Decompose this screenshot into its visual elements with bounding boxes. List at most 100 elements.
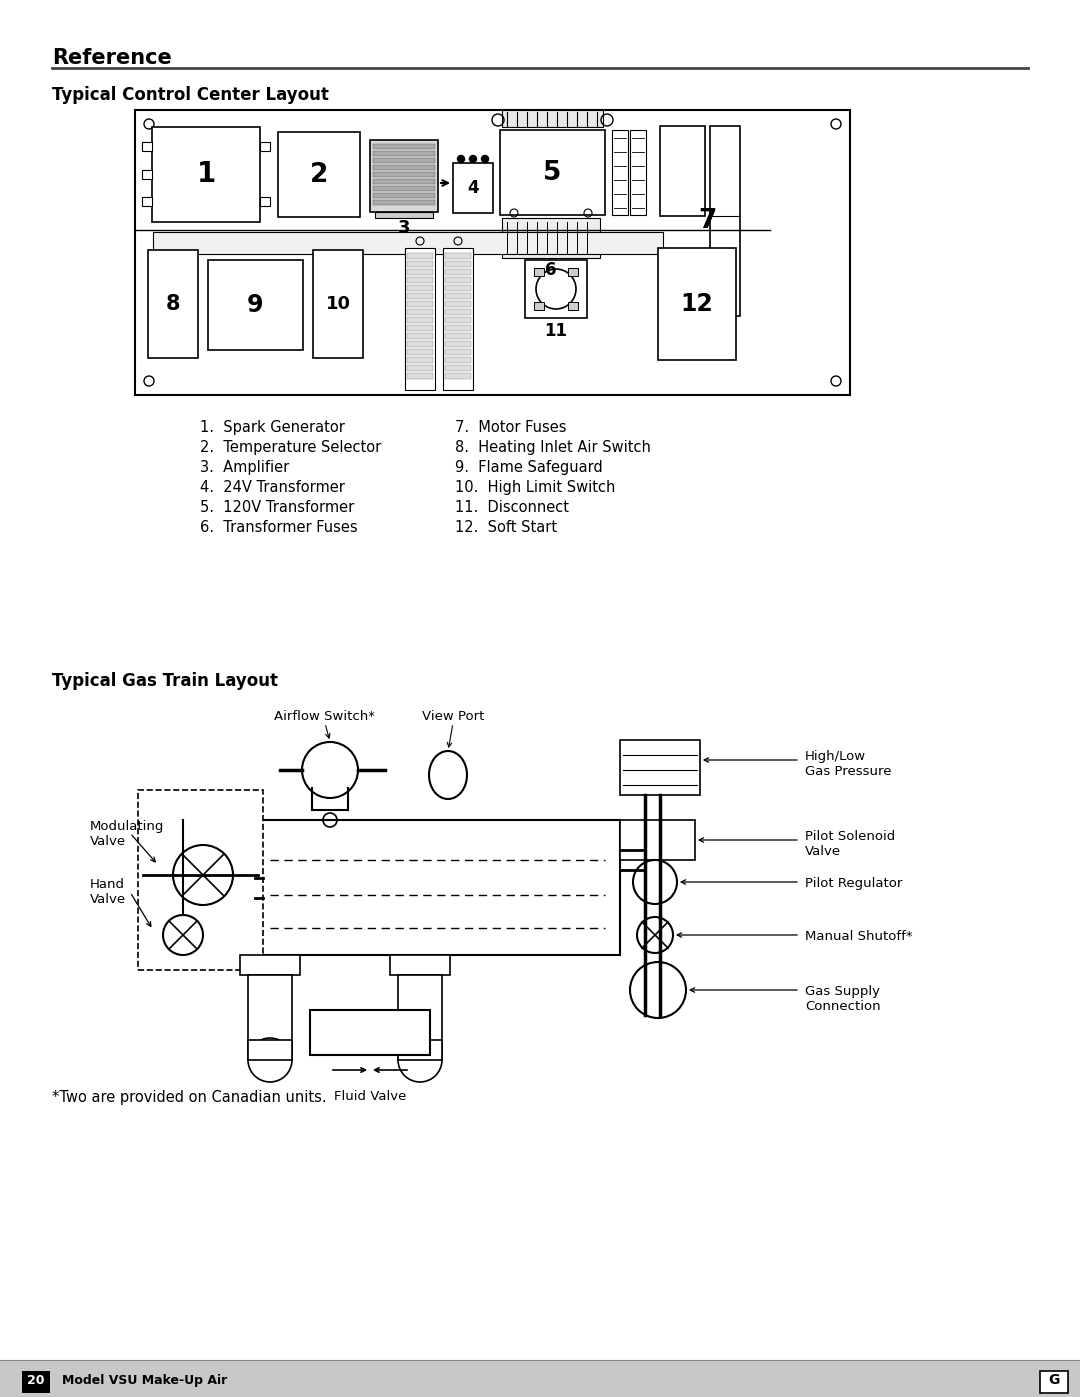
Bar [445, 349, 471, 355]
Text: 20: 20 [27, 1375, 44, 1387]
Bar [148, 250, 198, 358]
Bar [260, 197, 270, 205]
Bar [370, 140, 438, 212]
Text: High/Low
Gas Pressure: High/Low Gas Pressure [805, 750, 891, 778]
Bar [445, 309, 471, 314]
Bar [445, 261, 471, 267]
Text: *Two are provided on Canadian units.: *Two are provided on Canadian units. [52, 1090, 326, 1105]
Bar [407, 358, 433, 363]
Bar [445, 277, 471, 284]
Bar [141, 197, 152, 205]
Bar [612, 130, 627, 215]
Bar [407, 332, 433, 339]
Bar [534, 302, 544, 310]
Circle shape [458, 155, 464, 162]
Bar [138, 789, 264, 970]
Text: 5: 5 [543, 159, 562, 186]
Bar [373, 179, 435, 184]
Text: Manual Shutoff*: Manual Shutoff* [805, 930, 913, 943]
Bar [568, 302, 578, 310]
Bar [22, 1370, 50, 1393]
Bar [373, 151, 435, 156]
Bar [141, 142, 152, 151]
Bar [278, 131, 360, 217]
Bar [141, 170, 152, 179]
Text: 6: 6 [545, 261, 557, 279]
Text: 7.  Motor Fuses: 7. Motor Fuses [455, 420, 567, 434]
Bar [710, 126, 740, 316]
Text: 12: 12 [680, 292, 714, 316]
Bar [407, 349, 433, 355]
Text: 7: 7 [699, 208, 717, 235]
Bar [390, 956, 450, 975]
Text: Typical Control Center Layout: Typical Control Center Layout [52, 87, 329, 103]
Text: 8: 8 [165, 293, 180, 314]
Text: 8.  Heating Inlet Air Switch: 8. Heating Inlet Air Switch [455, 440, 651, 455]
Text: 4: 4 [468, 179, 478, 197]
Text: Typical Gas Train Layout: Typical Gas Train Layout [52, 672, 278, 690]
Bar [260, 142, 270, 151]
Bar [525, 260, 588, 319]
Text: Fluid Valve: Fluid Valve [334, 1090, 406, 1104]
Bar [445, 373, 471, 379]
Bar [313, 250, 363, 358]
Bar [453, 163, 492, 212]
Bar [407, 300, 433, 307]
Bar [620, 820, 696, 861]
Text: Airflow Switch*: Airflow Switch* [274, 710, 376, 724]
Bar [445, 270, 471, 275]
Text: 9.  Flame Safeguard: 9. Flame Safeguard [455, 460, 603, 475]
Bar [153, 232, 663, 254]
Text: 12.  Soft Start: 12. Soft Start [455, 520, 557, 535]
Text: Pilot Regulator: Pilot Regulator [805, 877, 903, 890]
Text: 5.  120V Transformer: 5. 120V Transformer [200, 500, 354, 515]
Bar [445, 253, 471, 258]
Bar [407, 253, 433, 258]
Bar [373, 200, 435, 205]
Bar [502, 110, 603, 127]
Bar [0, 1361, 1080, 1397]
Text: 2: 2 [310, 162, 328, 187]
Text: G: G [1049, 1373, 1059, 1387]
Text: 1: 1 [197, 161, 216, 189]
Text: View Port: View Port [422, 710, 484, 724]
Bar [407, 317, 433, 323]
Bar [445, 341, 471, 346]
Bar [255, 820, 620, 956]
Text: 2.  Temperature Selector: 2. Temperature Selector [200, 440, 381, 455]
Bar [373, 165, 435, 170]
Bar [373, 172, 435, 177]
Text: 1.  Spark Generator: 1. Spark Generator [200, 420, 345, 434]
Text: 11: 11 [544, 321, 567, 339]
Text: 3.  Amplifier: 3. Amplifier [200, 460, 289, 475]
Bar [443, 249, 473, 390]
Bar [502, 218, 600, 258]
Text: 10: 10 [325, 295, 351, 313]
Text: Hand
Valve: Hand Valve [90, 877, 126, 907]
Circle shape [482, 155, 488, 162]
Bar [375, 212, 433, 218]
Text: 10.  High Limit Switch: 10. High Limit Switch [455, 481, 616, 495]
Bar [407, 373, 433, 379]
Text: Pilot Solenoid
Valve: Pilot Solenoid Valve [805, 830, 895, 858]
Bar [445, 293, 471, 299]
Bar [658, 249, 735, 360]
Bar [407, 270, 433, 275]
Text: 9: 9 [247, 293, 264, 317]
Bar [152, 127, 260, 222]
Text: Reference: Reference [52, 47, 172, 68]
Bar [407, 293, 433, 299]
Bar [373, 158, 435, 163]
Bar [407, 326, 433, 331]
Text: Model VSU Make-Up Air: Model VSU Make-Up Air [62, 1375, 227, 1387]
Bar [399, 975, 442, 1055]
Bar [620, 740, 700, 795]
Bar [135, 110, 850, 395]
Bar [568, 268, 578, 277]
Bar [445, 285, 471, 291]
Bar [534, 268, 544, 277]
Bar [445, 358, 471, 363]
Bar [660, 126, 705, 217]
Bar [407, 309, 433, 314]
Bar [407, 285, 433, 291]
